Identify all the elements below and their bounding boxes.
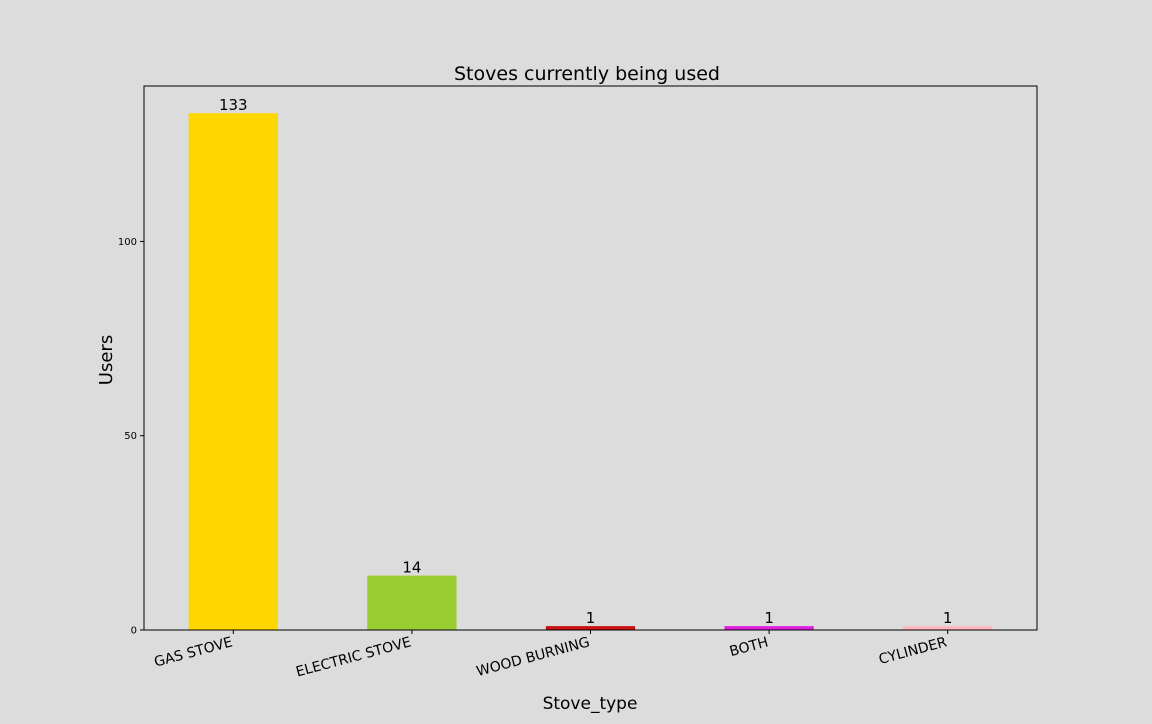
bar (724, 626, 814, 630)
y-tick-label: 50 (124, 431, 137, 442)
x-axis-label: Stove_type (543, 694, 638, 714)
x-tick-label: CYLINDER (877, 634, 949, 668)
x-tick-label: BOTH (728, 634, 770, 660)
x-tick-label: GAS STOVE (153, 634, 235, 670)
bar (545, 626, 636, 630)
bar (903, 626, 993, 630)
bars-layer: 133 14 1 1 1 (188, 96, 993, 630)
y-axis: 0 50 100 (118, 237, 144, 637)
data-label: 14 (402, 559, 421, 577)
x-tick-label: WOOD BURNING (475, 634, 592, 680)
x-axis: GAS STOVE ELECTRIC STOVE WOOD BURNING BOTH C… (153, 630, 949, 681)
y-axis-label: Users (96, 335, 117, 385)
bar (367, 575, 457, 630)
data-label: 133 (219, 96, 248, 114)
data-label: 1 (943, 609, 953, 627)
data-label: 1 (764, 609, 774, 627)
y-tick-label: 0 (131, 626, 137, 637)
bar (188, 113, 278, 630)
plot-frame (143, 85, 1038, 631)
y-tick-label: 100 (118, 237, 137, 248)
x-tick-label: ELECTRIC STOVE (294, 634, 413, 680)
chart-title: Stoves currently being used (454, 63, 720, 85)
data-label: 1 (586, 609, 596, 627)
